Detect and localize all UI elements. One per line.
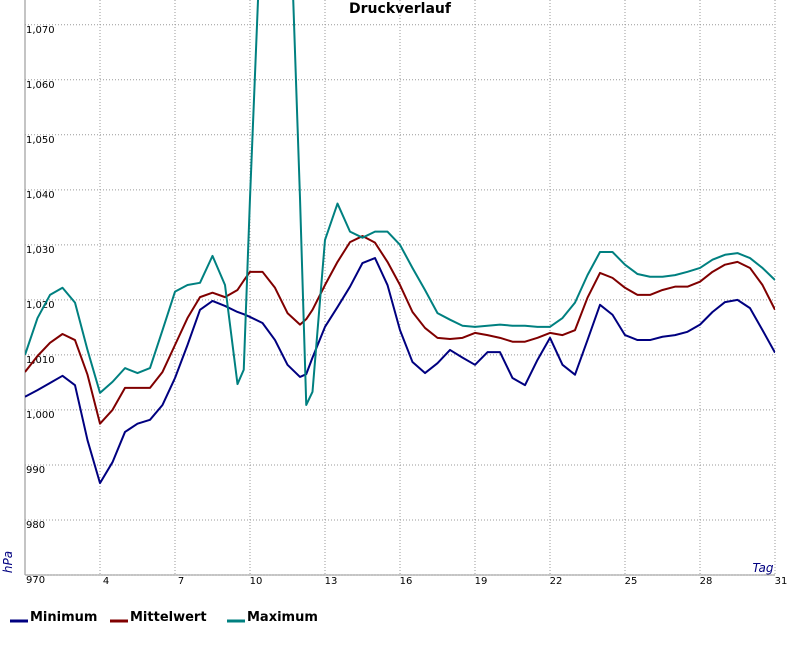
y-tick-label: 1,040 (26, 190, 55, 201)
y-tick-label: 980 (26, 520, 45, 531)
y-tick-label: 990 (26, 465, 45, 476)
y-tick-label: 1,030 (26, 245, 55, 256)
x-tick-label: 16 (400, 576, 413, 587)
data-line (25, 235, 775, 425)
x-tick-label: 31 (775, 576, 788, 587)
y-tick-label: 1,060 (26, 80, 55, 91)
x-axis-label: Tag (752, 561, 773, 575)
y-tick-label: 1,010 (26, 355, 55, 366)
y-axis-label: hPa (1, 551, 15, 573)
x-tick-label: 19 (475, 576, 488, 587)
legend-label: Maximum (247, 610, 318, 625)
x-tick-label: 22 (550, 576, 563, 587)
y-tick-label: 970 (26, 575, 45, 586)
x-tick-label: 10 (250, 576, 263, 587)
data-line (25, 0, 775, 406)
legend-label: Mittelwert (130, 610, 207, 625)
y-tick-label: 1,070 (26, 25, 55, 36)
x-tick-label: 7 (178, 576, 184, 587)
y-tick-label: 1,020 (26, 300, 55, 311)
data-line (25, 257, 775, 485)
x-tick-label: 4 (103, 576, 109, 587)
x-tick-label: 13 (325, 576, 338, 587)
x-tick-label: 28 (700, 576, 713, 587)
y-tick-label: 1,050 (26, 135, 55, 146)
x-tick-label: 25 (625, 576, 638, 587)
y-tick-label: 1,000 (26, 410, 55, 421)
legend-label: Minimum (30, 610, 97, 625)
plot-area (25, 0, 775, 485)
